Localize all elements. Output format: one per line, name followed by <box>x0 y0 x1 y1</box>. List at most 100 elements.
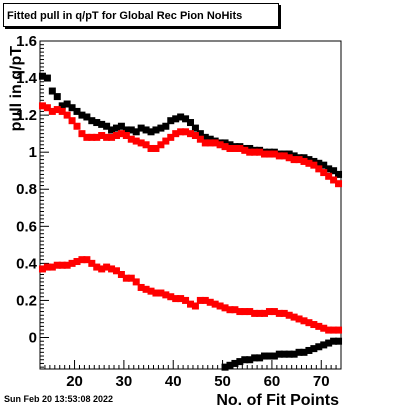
data-point-series-2 <box>73 122 81 130</box>
data-point-series-1 <box>73 107 81 115</box>
data-point-series-2 <box>236 144 244 152</box>
data-point-series-2 <box>112 132 120 140</box>
data-point-series-1 <box>290 152 298 160</box>
data-point-series-2 <box>167 293 175 301</box>
data-point-series-1 <box>103 122 111 130</box>
axis-ticks: 20 30 40 50 60 70 0 0.2 0.4 0.6 0.8 1 1.2 1.4 1.6 <box>16 33 342 390</box>
data-point-series-2 <box>63 111 71 119</box>
data-point-series-1 <box>127 126 135 134</box>
data-point-series-2 <box>275 309 283 317</box>
data-point-series-1 <box>83 113 91 121</box>
data-point-series-2 <box>305 319 313 327</box>
data-point-series-1 <box>280 350 288 358</box>
data-point-series-2 <box>280 309 288 317</box>
data-point-series-2 <box>300 157 308 165</box>
data-point-series-1 <box>157 124 165 132</box>
data-point-series-2 <box>152 144 160 152</box>
data-point-series-2 <box>38 265 46 273</box>
data-point-series-1 <box>226 141 234 149</box>
data-point-series-2 <box>231 144 239 152</box>
x-tick-label: 40 <box>165 373 182 390</box>
data-point-series-1 <box>325 165 333 173</box>
data-point-series-2 <box>147 144 155 152</box>
data-point-series-2 <box>206 298 214 306</box>
data-point-series-1 <box>251 354 259 362</box>
data-point-series-1 <box>182 115 190 123</box>
data-point-series-2 <box>285 311 293 319</box>
data-point-series-1 <box>300 154 308 162</box>
plot-frame <box>39 40 342 370</box>
y-tick-label: 0.6 <box>16 218 37 235</box>
data-point-series-1 <box>236 358 244 366</box>
data-point-series-2 <box>68 259 76 267</box>
data-point-series-2 <box>330 326 338 334</box>
data-point-series-1 <box>335 170 343 178</box>
data-point-series-2 <box>216 302 224 310</box>
data-point-series-2 <box>256 309 264 317</box>
data-point-series-2 <box>142 141 150 149</box>
data-point-series-2 <box>251 148 259 156</box>
data-point-series-1 <box>221 139 229 147</box>
data-markers <box>38 72 343 371</box>
data-point-series-2 <box>241 308 249 316</box>
data-point-series-1 <box>191 124 199 132</box>
data-point-series-2 <box>305 159 313 167</box>
data-point-series-2 <box>93 133 101 141</box>
data-point-series-2 <box>172 295 180 303</box>
data-point-series-2 <box>177 295 185 303</box>
data-point-series-1 <box>63 100 71 108</box>
data-point-series-2 <box>103 133 111 141</box>
data-point-series-2 <box>187 300 194 308</box>
data-point-series-2 <box>261 150 269 158</box>
data-point-series-2 <box>280 152 288 160</box>
data-point-series-2 <box>330 176 338 184</box>
data-point-series-2 <box>63 261 71 269</box>
y-axis-title: pull in q/pT <box>8 46 25 132</box>
data-point-series-2 <box>290 313 298 321</box>
data-point-series-2 <box>201 139 209 147</box>
data-point-series-2 <box>191 302 199 310</box>
y-tick-label: 1 <box>29 144 37 161</box>
data-point-series-2 <box>112 267 120 275</box>
data-point-series-2 <box>108 265 116 273</box>
data-point-series-2 <box>177 128 185 136</box>
data-point-series-2 <box>38 102 46 110</box>
data-point-series-1 <box>53 93 61 101</box>
data-point-series-1 <box>310 345 318 353</box>
data-point-series-2 <box>256 148 264 156</box>
data-point-series-2 <box>246 308 254 316</box>
data-point-series-2 <box>231 306 239 314</box>
data-point-series-2 <box>53 106 61 114</box>
data-point-series-2 <box>196 135 204 143</box>
data-point-series-2 <box>182 128 190 136</box>
y-tick-label: 0 <box>29 329 37 346</box>
data-point-series-2 <box>83 133 91 141</box>
data-point-series-1 <box>196 130 204 138</box>
data-point-series-1 <box>231 359 239 367</box>
data-point-series-2 <box>157 289 165 297</box>
data-point-series-2 <box>157 141 165 149</box>
y-tick-label: 0.2 <box>16 292 37 309</box>
data-point-series-2 <box>265 150 273 158</box>
data-point-series-1 <box>265 352 273 360</box>
x-axis-title: No. of Fit Points <box>216 392 339 409</box>
data-point-series-2 <box>335 326 343 334</box>
data-point-series-2 <box>58 107 66 115</box>
data-point-series-2 <box>246 148 254 156</box>
data-point-series-1 <box>285 350 293 358</box>
timestamp: Sun Feb 20 13:53:08 2022 <box>4 394 114 404</box>
y-tick-label: 1.2 <box>16 107 37 124</box>
data-point-series-2 <box>58 261 66 269</box>
x-tick-label: 20 <box>66 373 83 390</box>
data-point-series-2 <box>108 133 116 141</box>
data-point-series-2 <box>270 308 278 316</box>
data-point-series-1 <box>132 128 140 136</box>
data-point-series-1 <box>246 356 254 364</box>
data-point-series-1 <box>112 124 120 132</box>
data-point-series-2 <box>310 161 318 169</box>
data-point-series-2 <box>211 300 219 308</box>
data-point-series-1 <box>285 150 293 158</box>
data-point-series-2 <box>251 309 259 317</box>
data-point-series-2 <box>196 296 204 304</box>
